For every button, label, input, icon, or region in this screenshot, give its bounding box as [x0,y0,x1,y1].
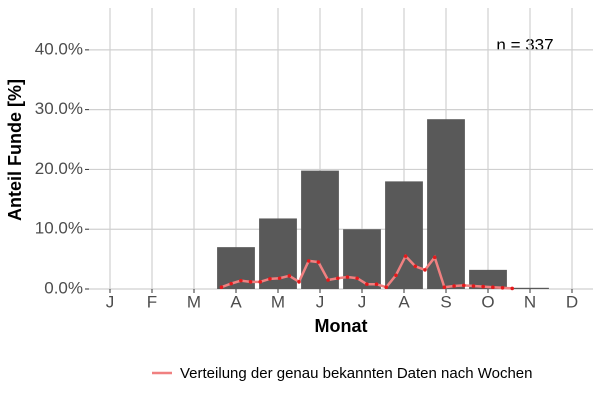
x-tick-label: M [271,292,285,311]
x-tick-label: S [440,292,451,311]
weekly-point [297,280,301,284]
weekly-point [481,284,485,289]
weekly-point [258,280,263,284]
y-tick-label: 30.0% [35,99,83,118]
weekly-point [287,274,292,278]
y-tick-label: 40.0% [35,39,83,58]
weekly-point [500,286,505,290]
x-tick-label: J [106,292,115,311]
weekly-point [345,275,350,279]
bar [511,287,549,289]
bar [385,181,423,289]
y-tick-label: 10.0% [35,219,83,238]
y-axis-title: Anteil Funde [%] [5,79,25,221]
x-tick-label: D [566,292,578,311]
weekly-point [374,282,379,287]
bar [301,170,339,289]
weekly-point [355,276,359,281]
weekly-point [461,283,466,288]
x-tick-label: M [187,292,201,311]
legend-label: Verteilung der genau bekannten Daten nac… [180,365,533,382]
x-tick-label: J [358,292,367,311]
bar [427,119,465,289]
y-tick-label: 20.0% [35,159,83,178]
x-axis-title: Monat [315,316,368,336]
x-tick-label: J [316,292,325,311]
y-tick-label: 0.0% [44,278,83,297]
bar [469,269,507,289]
weekly-point [335,276,340,281]
x-tick-label: F [147,292,157,311]
weekly-point [432,255,437,260]
weekly-point [239,278,243,283]
x-tick-label: A [398,292,410,311]
weekly-point [306,259,311,263]
weekly-point [452,284,456,288]
weekly-point [268,277,272,281]
weekly-point [491,285,495,290]
weekly-point [365,282,369,287]
weekly-point [277,276,282,281]
weekly-point [471,284,476,288]
weekly-point [316,260,321,264]
weekly-point [442,285,447,290]
weekly-point [248,280,253,284]
weekly-point [219,285,224,290]
x-tick-label: N [524,292,536,311]
weekly-point [229,281,233,286]
weekly-point [423,268,427,272]
weekly-point [326,278,330,282]
weekly-point [384,285,389,290]
weekly-point [413,264,418,269]
weekly-point [403,254,408,258]
x-tick-label: O [481,292,494,311]
annotation: n = 337 [496,35,553,54]
weekly-point [510,286,515,291]
weekly-point [394,273,398,278]
x-tick-label: A [230,292,242,311]
bar [343,229,381,289]
